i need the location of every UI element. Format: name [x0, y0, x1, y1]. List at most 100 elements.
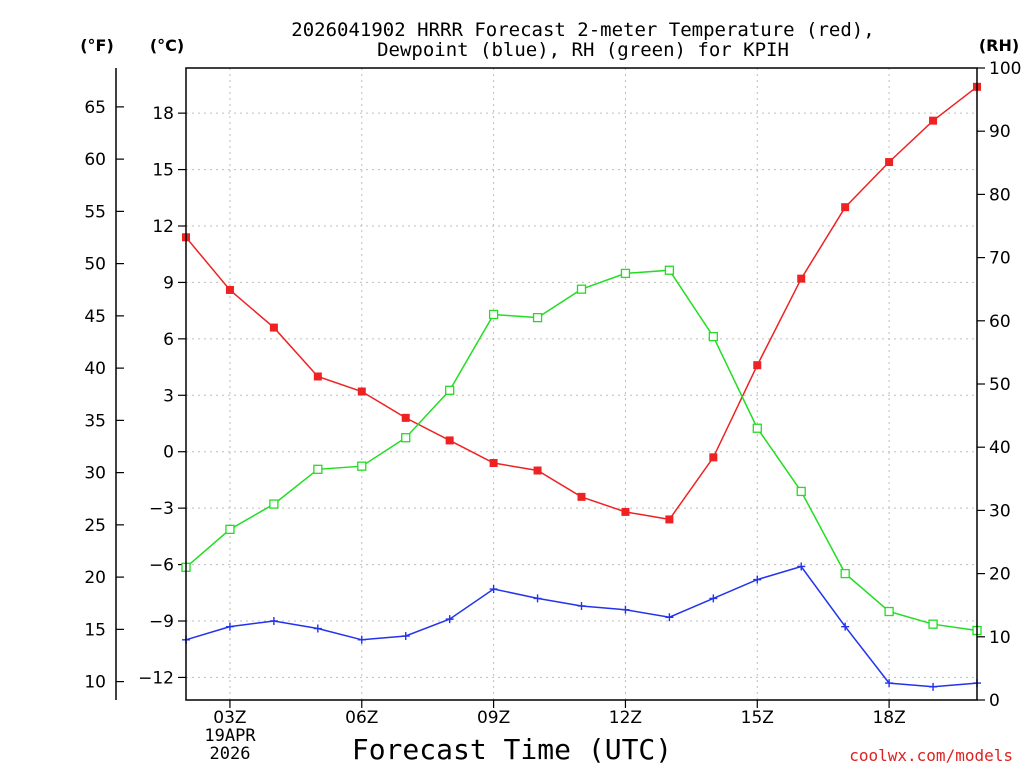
relative-humidity-point: [401, 433, 411, 443]
relative-humidity-point: [445, 385, 455, 395]
relative-humidity-point: [313, 464, 323, 474]
x-tick-label: 03Z: [213, 708, 246, 728]
relative-humidity-point: [840, 568, 850, 579]
dewpoint-point: [929, 682, 938, 691]
celsius-tick-label: 6: [163, 330, 174, 350]
relative-humidity-point: [269, 499, 279, 509]
relative-humidity-point: [488, 309, 499, 320]
temperature-point: [533, 466, 542, 475]
celsius-tick-label: 3: [163, 386, 174, 406]
fahrenheit-tick-label: 25: [84, 516, 106, 536]
relative-humidity-point: [752, 423, 762, 433]
x-tick-label: 15Z: [741, 708, 774, 728]
temperature-point: [445, 436, 454, 445]
celsius-axis: −12 −9 −6 −3 0 3 6 9 12 15 18: [138, 104, 186, 688]
dewpoint-point: [797, 562, 806, 571]
rh-tick-label: 20: [989, 565, 1011, 585]
dewpoint-point: [269, 617, 278, 625]
temperature-point: [269, 323, 278, 332]
relative-humidity-point: [620, 268, 631, 279]
temperature-point: [709, 453, 718, 462]
fahrenheit-tick-label: 50: [84, 255, 106, 275]
date-label-year: 2026: [210, 744, 251, 764]
dewpoint-point: [489, 585, 498, 594]
dewpoint-point: [709, 594, 718, 603]
dewpoint-point: [357, 635, 366, 644]
rh-tick-label: 90: [989, 122, 1011, 142]
relative-humidity-line: [185, 269, 978, 632]
fahrenheit-tick-label: 45: [84, 307, 106, 327]
temperature-point: [665, 515, 674, 524]
chart-subtitle: Dewpoint (blue), RH (green) for KPIH: [377, 39, 789, 61]
relative-humidity-point: [357, 461, 367, 471]
celsius-tick-label: 9: [163, 273, 174, 293]
fahrenheit-axis: 10 15 20 25 30 35 40 45 50 55 60 65: [84, 68, 124, 700]
temperature-point: [577, 492, 586, 501]
fahrenheit-tick-label: 30: [84, 464, 106, 484]
x-tick-label: 18Z: [872, 708, 905, 728]
celsius-tick-label: −6: [149, 556, 174, 576]
dewpoint-point: [225, 622, 234, 631]
temperature-point: [929, 116, 938, 125]
dewpoint-point: [753, 575, 762, 584]
temperature-line: [185, 86, 978, 521]
temperature-point: [225, 285, 234, 294]
temperature-point: [401, 413, 410, 422]
temperature-point: [885, 158, 894, 167]
temperature-series: [182, 82, 981, 524]
fahrenheit-tick-label: 10: [84, 673, 106, 693]
rh-tick-label: 70: [989, 249, 1011, 269]
fahrenheit-tick-label: 20: [84, 568, 106, 588]
x-axis-title: Forecast Time (UTC): [352, 733, 672, 766]
temperature-point: [797, 274, 806, 283]
dewpoint-point: [445, 615, 454, 624]
dewpoint-point: [577, 601, 586, 610]
dewpoint-point: [885, 679, 894, 688]
celsius-tick-label: 0: [163, 443, 174, 463]
x-tick-label: 06Z: [345, 708, 378, 728]
relative-humidity-point: [664, 265, 675, 275]
temperature-point: [753, 361, 762, 370]
fahrenheit-tick-label: 15: [84, 620, 106, 640]
dewpoint-series: [182, 562, 981, 691]
x-tick-label: 09Z: [477, 708, 510, 728]
fahrenheit-tick-label: 65: [84, 98, 106, 118]
dewpoint-point: [313, 624, 322, 633]
rh-tick-label: 60: [989, 312, 1011, 332]
celsius-tick-label: −3: [149, 499, 174, 519]
rh-tick-label: 0: [989, 691, 1000, 711]
dewpoint-point: [533, 594, 542, 603]
rh-tick-label: 50: [989, 375, 1011, 395]
credit-label: coolwx.com/models: [849, 746, 1013, 765]
relative-humidity-point: [532, 312, 543, 323]
fahrenheit-tick-label: 40: [84, 359, 106, 379]
series: [181, 82, 982, 691]
relative-humidity-point: [708, 331, 718, 342]
rh-axis: 0 10 20 30 40 50 60 70 80 90 100: [977, 59, 1021, 711]
temperature-point: [489, 459, 498, 467]
dewpoint-point: [621, 605, 630, 614]
rh-tick-label: 100: [989, 59, 1021, 79]
celsius-tick-label: −9: [149, 612, 174, 632]
x-tick-label: 12Z: [609, 708, 642, 728]
fahrenheit-tick-label: 35: [84, 411, 106, 431]
relative-humidity-point: [576, 284, 587, 294]
relative-humidity-point: [796, 486, 806, 497]
relative-humidity-point: [928, 619, 938, 629]
temperature-point: [313, 372, 322, 381]
chart-title: 2026041902 HRRR Forecast 2-meter Tempera…: [291, 19, 874, 41]
celsius-tick-label: 15: [152, 161, 174, 181]
temperature-point: [357, 387, 366, 396]
temperature-point: [621, 507, 630, 516]
plot-frame: [185, 67, 978, 701]
celsius-tick-label: −12: [138, 668, 174, 688]
x-axis: 03Z 06Z 09Z 12Z 15Z 18Z: [213, 700, 906, 728]
fahrenheit-unit-label: (°F): [80, 36, 114, 55]
relative-humidity-point: [225, 524, 235, 535]
date-label-day: 19APR: [204, 726, 256, 746]
rh-tick-label: 40: [989, 438, 1011, 458]
celsius-tick-label: 18: [152, 104, 174, 124]
dewpoint-point: [665, 613, 674, 622]
rh-unit-label: (RH): [979, 36, 1019, 55]
